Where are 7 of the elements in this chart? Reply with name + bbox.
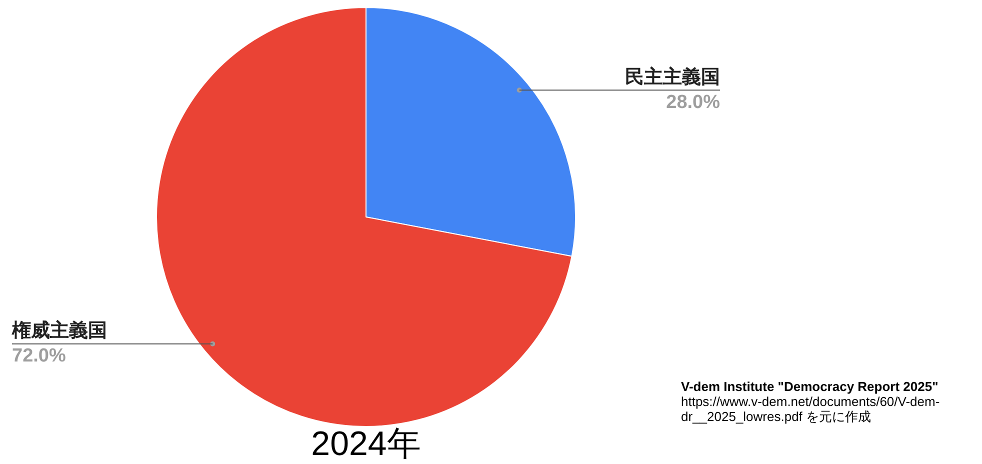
data-label: 72.0% — [12, 346, 66, 367]
text: V-dem Institute "Democracy Report 2025" — [681, 379, 940, 394]
slice-label: 権威主義国 — [11, 320, 107, 342]
slice-label: 民主主義国 — [625, 66, 720, 88]
text: 2024年 — [310, 424, 422, 464]
data-label: 28.0% — [666, 92, 720, 113]
text: https://www.v-dem.net/documents/60/V-dem-dr__2025_lowres.pdf を元に作成 — [681, 394, 941, 424]
